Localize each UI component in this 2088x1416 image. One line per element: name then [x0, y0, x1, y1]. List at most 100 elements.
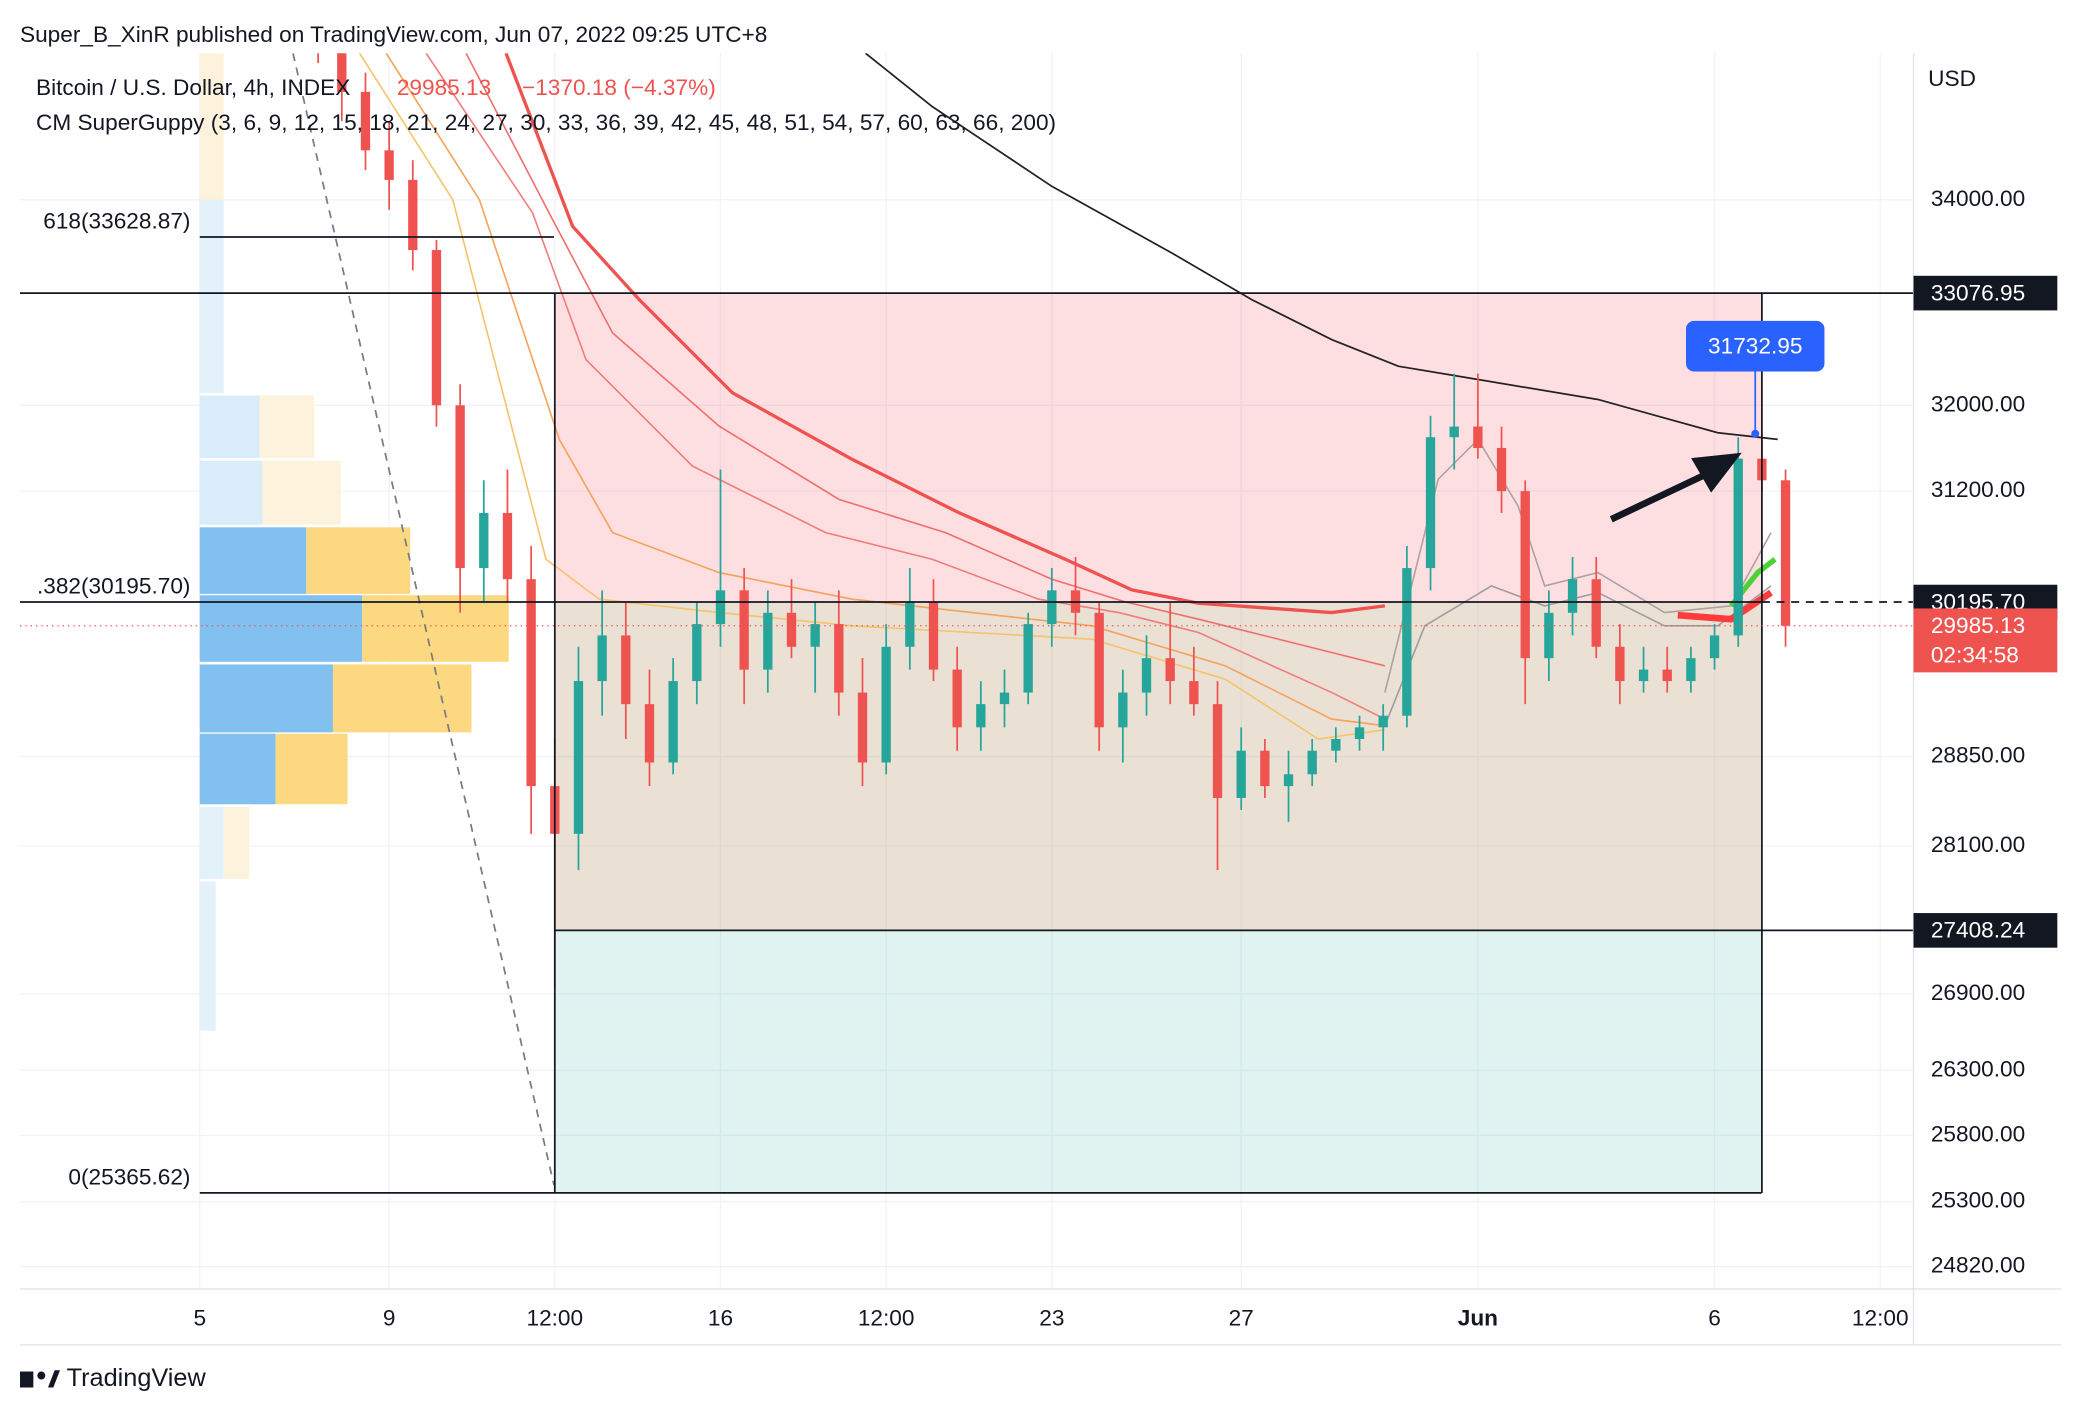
candle-body: [360, 91, 371, 151]
profile-row: [306, 527, 411, 594]
candles: [317, 53, 1791, 988]
x-tick-label: 9: [383, 1306, 396, 1331]
profile-row: [275, 733, 348, 805]
candle-body: [1283, 774, 1294, 787]
candle-body: [763, 612, 773, 670]
candle-body: [739, 590, 749, 670]
profile-row: [199, 806, 224, 879]
candle-body: [810, 624, 820, 647]
candle-body: [526, 579, 536, 787]
candle-body: [1496, 447, 1507, 492]
candle-body: [928, 601, 939, 670]
candle-body: [1165, 658, 1175, 682]
guppy-line: [385, 53, 1385, 727]
y-tick-label: 28100.00: [1931, 832, 2025, 857]
profile-row: [259, 395, 315, 459]
volume-profile: [199, 53, 509, 1031]
candle-body: [1686, 658, 1696, 682]
candle-body: [502, 512, 513, 580]
guppy-line: [465, 53, 1386, 667]
candle-body: [668, 681, 678, 763]
y-tick-label: 31200.00: [1931, 477, 2025, 502]
candle-body: [1591, 579, 1601, 647]
profile-row: [262, 460, 341, 525]
fib-label: .382(30195.70): [37, 573, 190, 598]
x-tick-label: 27: [1229, 1306, 1254, 1331]
y-tick-label: 34000.00: [1931, 186, 2025, 211]
y-tick-label: 26300.00: [1931, 1056, 2025, 1081]
high-marker-box: [1685, 320, 1825, 372]
y-tick-label: 25300.00: [1931, 1188, 2025, 1213]
candle-body: [834, 624, 844, 693]
candle-body: [1733, 458, 1743, 636]
candle-body: [1354, 727, 1365, 740]
profile-row: [199, 395, 260, 459]
symbol: Bitcoin / U.S. Dollar, 4h, INDEX: [36, 75, 350, 100]
target-zone: [554, 930, 1762, 1193]
candle-body: [1378, 715, 1388, 728]
y-tick-label: 32000.00: [1931, 391, 2025, 416]
x-tick-label: 6: [1708, 1306, 1721, 1331]
y-tick-label: 26900.00: [1931, 980, 2025, 1005]
stop-zone: [554, 293, 1762, 603]
candle-body: [597, 635, 607, 682]
high-marker-label: 31732.95: [1708, 334, 1802, 359]
candle-body: [1402, 568, 1412, 716]
x-tick-label: 12:00: [526, 1306, 583, 1331]
price-tag: [1913, 913, 2058, 948]
candle-body: [621, 635, 631, 705]
candle-body: [1260, 750, 1270, 787]
change: −1370.18 (−4.37%): [522, 75, 716, 100]
x-tick-label: 23: [1039, 1306, 1064, 1331]
candle-body: [1709, 635, 1720, 659]
x-tick-label: 12:00: [1852, 1306, 1909, 1331]
trend-line: [292, 53, 555, 1186]
profile-row: [223, 806, 250, 879]
candle-body: [715, 590, 726, 625]
candle-body: [1520, 491, 1530, 659]
candle-body: [999, 692, 1010, 705]
candle-body: [1473, 426, 1483, 448]
y-tick-label: 28850.00: [1931, 743, 2025, 768]
profile-row: [332, 664, 472, 733]
countdown: 02:34:58: [1931, 642, 2019, 667]
guppy-line: [425, 53, 1386, 720]
candle-body: [408, 179, 418, 251]
candle-body: [1780, 480, 1791, 626]
profile-row: [199, 527, 307, 594]
y-tick-label: 25800.00: [1931, 1121, 2025, 1146]
last-price-tag-label: 29985.13: [1931, 613, 2025, 638]
candle-body: [857, 692, 868, 763]
arrow-shaft: [1609, 465, 1720, 523]
candle-body: [1544, 612, 1554, 659]
candle-body: [1425, 437, 1436, 569]
candle-body: [905, 601, 915, 647]
indicator: CM SuperGuppy (3, 6, 9, 12, 15, 18, 21, …: [36, 110, 1056, 135]
profile-row: [199, 595, 363, 662]
profile-row: [199, 664, 333, 733]
price-tag: [1913, 275, 2058, 311]
candle-body: [786, 612, 797, 647]
candle-body: [1567, 579, 1578, 613]
arrow: [1609, 452, 1742, 523]
profile-row: [199, 199, 224, 393]
candle-body: [1141, 658, 1152, 693]
guppy-line: [358, 53, 1385, 740]
candle-body: [1331, 739, 1341, 751]
logo-mark: [20, 1371, 34, 1388]
candle-body: [1023, 624, 1033, 693]
candle-body: [1118, 692, 1128, 728]
annotations: 618(33628.87) .382(30195.70) 0(25365.62) 31…: [20, 208, 1914, 1194]
candle-body: [1662, 669, 1672, 682]
price-tag-label: 27408.24: [1931, 918, 2025, 943]
candle-body: [455, 405, 465, 569]
candle-body: [1638, 669, 1649, 682]
logo-mark: [47, 1370, 60, 1388]
candle-body: [573, 681, 584, 834]
price-tag-label: 33076.95: [1931, 280, 2025, 305]
y-tick-label: 24820.00: [1931, 1253, 2025, 1278]
candle-body: [1189, 681, 1199, 705]
guppy-line: [1384, 438, 1772, 693]
